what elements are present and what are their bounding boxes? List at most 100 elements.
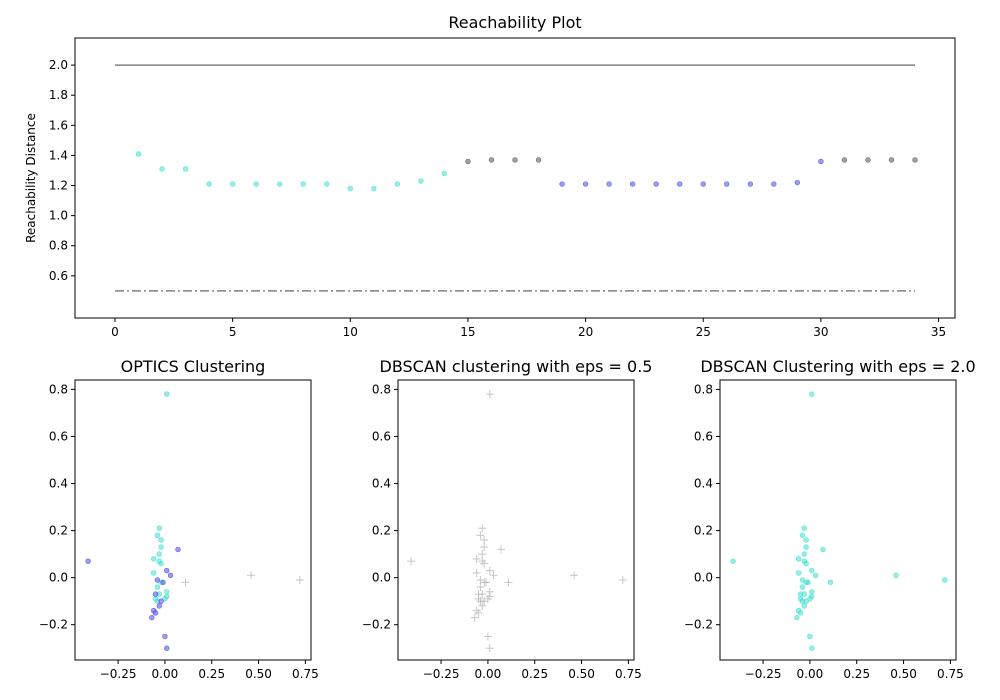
dbscan-20-x-tick-label: −0.25 <box>745 667 782 681</box>
optics-series-0-point-12 <box>164 589 170 595</box>
dbscan-05-series-0-point-1 <box>478 524 487 533</box>
dbscan-05-x-tick-label: 0.25 <box>521 667 548 681</box>
optics-series-2-point-2 <box>295 576 304 584</box>
dbscan-05-series-0-point-29 <box>470 613 479 622</box>
dbscan-05-series-0-point-4 <box>480 543 489 552</box>
dbscan-20-series-0-point-6 <box>795 556 802 562</box>
dbscan-05-series-0-point-2 <box>476 531 485 540</box>
dbscan-20-series-0-point-20 <box>809 567 815 574</box>
reachability-plot-title: Reachability Plot <box>448 13 581 32</box>
reachability-plot-area: 0 5 10 15 20 25 30 35 0.6 0.8 1.0 1.2 1.4 1.6 1.8 2.0 <box>49 37 956 339</box>
optics-y-tick-label: 0.0 <box>49 571 68 585</box>
dbscan-20-series-0-point-31 <box>809 645 815 651</box>
optics-series-0-point-2 <box>154 532 161 538</box>
optics-axes-frame <box>74 379 312 661</box>
optics-y-tick-label: 0.8 <box>49 382 68 396</box>
reachability-y-tick-label: 2.0 <box>49 58 68 72</box>
optics-x-tick-label: 0.75 <box>292 667 319 681</box>
reachability-series-1-point-11 <box>818 158 824 165</box>
dbscan-20-y-tick-label: 0.4 <box>694 477 713 491</box>
reachability-x-tick-label: 10 <box>343 325 358 339</box>
dbscan-20-series-0-point-3 <box>803 537 809 543</box>
reachability-series-0-point-8 <box>324 181 330 187</box>
dbscan-20-series-0-point-19 <box>820 546 826 553</box>
reachability-series-1-point-0 <box>559 181 565 187</box>
dbscan-05-y-tick-label: 0.6 <box>372 429 391 443</box>
reachability-x-tick-label: 0 <box>111 325 119 339</box>
dbscan-05-series-0-point-19 <box>497 545 506 554</box>
dbscan-05-y-tick-label: −0.2 <box>362 618 391 632</box>
reachability-y-tick-label: 1.0 <box>49 209 68 223</box>
dbscan-20-series-0-point-22 <box>799 577 806 583</box>
dbscan-20-series-0-point-28 <box>797 610 804 616</box>
dbscan-eps-05-title: DBSCAN clustering with eps = 0.5 <box>380 357 653 376</box>
reachability-series-2-point-3 <box>535 157 542 163</box>
dbscan-05-series-0-point-22 <box>476 576 485 584</box>
dbscan-20-x-tick-label: 0.50 <box>890 667 917 681</box>
dbscan-20-series-0-point-25 <box>803 598 809 604</box>
reachability-y-tick-label: 1.4 <box>49 148 68 162</box>
optics-y-tick-label: 0.2 <box>49 524 68 538</box>
dbscan-05-y-tick-label: 0.4 <box>372 477 391 491</box>
dbscan-20-series-0-point-21 <box>812 572 819 578</box>
dbscan-05-series-0-point-18 <box>407 557 416 566</box>
dbscan-eps-20-panel: DBSCAN Clustering with eps = 2.0 −0.25 0.… <box>684 357 976 681</box>
reachability-series-0-point-6 <box>277 181 283 187</box>
optics-series-2-point-1 <box>247 571 256 580</box>
dbscan-05-series-0-point-28 <box>474 608 483 617</box>
optics-series-1-point-13 <box>164 645 170 651</box>
reachability-series-0-point-2 <box>182 166 189 172</box>
optics-series-1-point-10 <box>152 610 159 616</box>
dbscan-20-series-0-point-24 <box>797 591 804 597</box>
reachability-series-1-point-9 <box>771 181 777 187</box>
reachability-series-1-point-10 <box>794 179 801 186</box>
optics-series-1-point-1 <box>175 546 181 553</box>
reachability-series-2-point-1 <box>488 157 495 163</box>
optics-series-1-point-2 <box>164 567 170 574</box>
dbscan-20-y-tick-label: 0.0 <box>694 571 713 585</box>
dbscan-20-x-tick-label: 0.25 <box>843 667 870 681</box>
reachability-x-tick-label: 35 <box>931 325 946 339</box>
optics-series-1-point-5 <box>160 579 166 586</box>
optics-x-tick-label: 0.00 <box>152 667 179 681</box>
optics-series-1-point-3 <box>167 572 174 578</box>
dbscan-20-x-tick-label: 0.00 <box>797 667 824 681</box>
dbscan-20-series-0-point-29 <box>794 614 800 621</box>
reachability-series-2-point-5 <box>865 157 871 163</box>
reachability-y-tick-label: 1.2 <box>49 179 68 193</box>
dbscan-05-series-0-point-25 <box>480 597 489 606</box>
dbscan-20-series-0-point-9 <box>795 570 802 576</box>
dbscan-20-y-tick-label: 0.2 <box>694 524 713 538</box>
dbscan-20-series-0-point-18 <box>730 558 736 564</box>
dbscan-05-y-tick-label: 0.0 <box>372 571 391 585</box>
reachability-x-tick-label: 25 <box>696 325 711 339</box>
reachability-series-0-point-11 <box>394 181 401 187</box>
reachability-y-tick-label: 1.6 <box>49 118 68 132</box>
dbscan-05-x-tick-label: −0.25 <box>423 667 460 681</box>
reachability-series-1-point-4 <box>653 181 659 187</box>
optics-series-1-point-7 <box>158 598 164 604</box>
dbscan-05-series-0-point-8 <box>480 559 489 568</box>
dbscan-20-y-tick-label: −0.2 <box>684 618 713 632</box>
dbscan-20-series-0-point-4 <box>803 544 809 550</box>
optics-x-tick-label: 0.25 <box>198 667 225 681</box>
dbscan-20-series-0-point-12 <box>809 589 815 595</box>
dbscan-05-series-0-point-26 <box>478 601 487 610</box>
optics-series-0-point-0 <box>164 391 170 397</box>
dbscan-05-axes-frame <box>397 379 635 661</box>
optics-series-0-point-6 <box>150 556 157 562</box>
dbscan-05-x-tick-label: 0.50 <box>568 667 595 681</box>
optics-series-0-point-1 <box>156 525 162 531</box>
dbscan-05-x-tick-label: 0.00 <box>475 667 502 681</box>
reachability-x-tick-label: 30 <box>813 325 828 339</box>
dbscan-eps-05-panel: DBSCAN clustering with eps = 0.5 −0.25 0.… <box>362 357 653 681</box>
dbscan-20-series-0-point-23 <box>805 579 811 586</box>
optics-series-0-point-4 <box>158 544 164 550</box>
dbscan-20-series-0-point-1 <box>801 525 807 531</box>
dbscan-20-y-tick-label: 0.8 <box>694 382 713 396</box>
dbscan-20-series-0-point-32 <box>827 579 834 586</box>
dbscan-20-axes-frame <box>719 379 957 661</box>
dbscan-20-series-0-point-34 <box>942 577 948 583</box>
dbscan-05-y-tick-label: 0.8 <box>372 382 391 396</box>
